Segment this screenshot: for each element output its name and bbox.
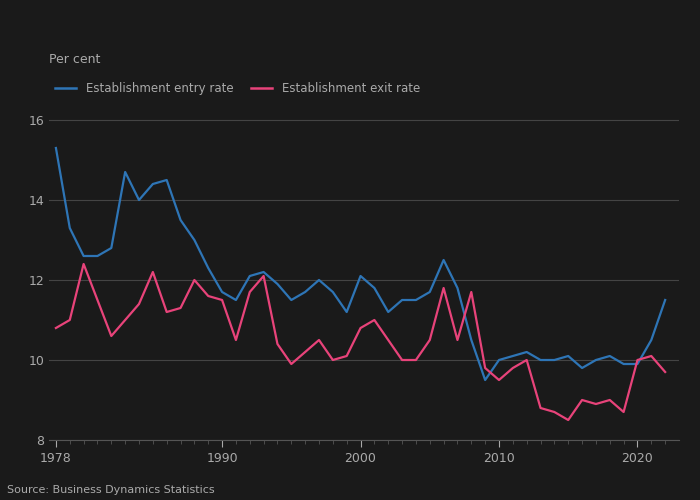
Establishment exit rate (550, 409, 559, 415)
Establishment exit rate (412, 357, 420, 363)
Establishment entry rate (107, 245, 116, 251)
Establishment exit rate (232, 337, 240, 343)
Establishment entry rate (370, 285, 379, 291)
Establishment entry rate (426, 289, 434, 295)
Establishment entry rate (287, 297, 295, 303)
Establishment entry rate (176, 217, 185, 223)
Establishment exit rate (578, 397, 587, 403)
Establishment exit rate (509, 365, 517, 371)
Establishment exit rate (315, 337, 323, 343)
Establishment entry rate (509, 353, 517, 359)
Establishment entry rate (342, 309, 351, 315)
Establishment exit rate (204, 293, 212, 299)
Establishment entry rate (398, 297, 406, 303)
Establishment exit rate (495, 377, 503, 383)
Establishment exit rate (592, 401, 600, 407)
Establishment entry rate (204, 265, 212, 271)
Establishment exit rate (481, 365, 489, 371)
Establishment entry rate (190, 237, 199, 243)
Establishment entry rate (218, 289, 226, 295)
Establishment exit rate (440, 285, 448, 291)
Establishment entry rate (301, 289, 309, 295)
Establishment exit rate (342, 353, 351, 359)
Establishment entry rate (52, 145, 60, 151)
Establishment exit rate (398, 357, 406, 363)
Establishment entry rate (121, 169, 130, 175)
Establishment entry rate (412, 297, 420, 303)
Establishment entry rate (536, 357, 545, 363)
Text: Source: Business Dynamics Statistics: Source: Business Dynamics Statistics (7, 485, 215, 495)
Establishment entry rate (273, 281, 281, 287)
Establishment exit rate (606, 397, 614, 403)
Establishment exit rate (218, 297, 226, 303)
Establishment exit rate (564, 417, 573, 423)
Establishment entry rate (356, 273, 365, 279)
Establishment entry rate (454, 285, 462, 291)
Establishment entry rate (564, 353, 573, 359)
Establishment exit rate (647, 353, 655, 359)
Establishment entry rate (467, 337, 475, 343)
Establishment exit rate (536, 405, 545, 411)
Establishment exit rate (246, 289, 254, 295)
Establishment exit rate (454, 337, 462, 343)
Establishment entry rate (93, 253, 102, 259)
Establishment entry rate (661, 297, 669, 303)
Establishment exit rate (634, 357, 642, 363)
Establishment entry rate (162, 177, 171, 183)
Establishment entry rate (260, 269, 268, 275)
Line: Establishment exit rate: Establishment exit rate (56, 264, 665, 420)
Establishment entry rate (79, 253, 88, 259)
Establishment exit rate (328, 357, 337, 363)
Establishment entry rate (578, 365, 587, 371)
Establishment entry rate (495, 357, 503, 363)
Text: Per cent: Per cent (49, 53, 100, 66)
Establishment exit rate (384, 337, 393, 343)
Establishment entry rate (315, 277, 323, 283)
Establishment exit rate (426, 337, 434, 343)
Establishment entry rate (232, 297, 240, 303)
Legend: Establishment entry rate, Establishment exit rate: Establishment entry rate, Establishment … (55, 82, 420, 95)
Establishment exit rate (52, 325, 60, 331)
Establishment exit rate (356, 325, 365, 331)
Establishment exit rate (148, 269, 157, 275)
Establishment exit rate (93, 297, 102, 303)
Establishment entry rate (550, 357, 559, 363)
Establishment exit rate (121, 317, 130, 323)
Establishment entry rate (606, 353, 614, 359)
Establishment exit rate (287, 361, 295, 367)
Establishment entry rate (592, 357, 600, 363)
Establishment exit rate (162, 309, 171, 315)
Establishment entry rate (148, 181, 157, 187)
Establishment exit rate (107, 333, 116, 339)
Establishment exit rate (522, 357, 531, 363)
Establishment entry rate (620, 361, 628, 367)
Establishment exit rate (661, 369, 669, 375)
Establishment entry rate (384, 309, 393, 315)
Establishment entry rate (328, 289, 337, 295)
Establishment entry rate (634, 361, 642, 367)
Establishment entry rate (647, 337, 655, 343)
Establishment entry rate (440, 257, 448, 263)
Establishment entry rate (481, 377, 489, 383)
Establishment exit rate (190, 277, 199, 283)
Establishment exit rate (273, 341, 281, 347)
Establishment exit rate (135, 301, 143, 307)
Line: Establishment entry rate: Establishment entry rate (56, 148, 665, 380)
Establishment exit rate (620, 409, 628, 415)
Establishment exit rate (467, 289, 475, 295)
Establishment exit rate (301, 349, 309, 355)
Establishment exit rate (176, 305, 185, 311)
Establishment entry rate (246, 273, 254, 279)
Establishment entry rate (66, 225, 74, 231)
Establishment exit rate (66, 317, 74, 323)
Establishment exit rate (79, 261, 88, 267)
Establishment exit rate (370, 317, 379, 323)
Establishment entry rate (522, 349, 531, 355)
Establishment entry rate (135, 197, 143, 203)
Establishment exit rate (260, 273, 268, 279)
